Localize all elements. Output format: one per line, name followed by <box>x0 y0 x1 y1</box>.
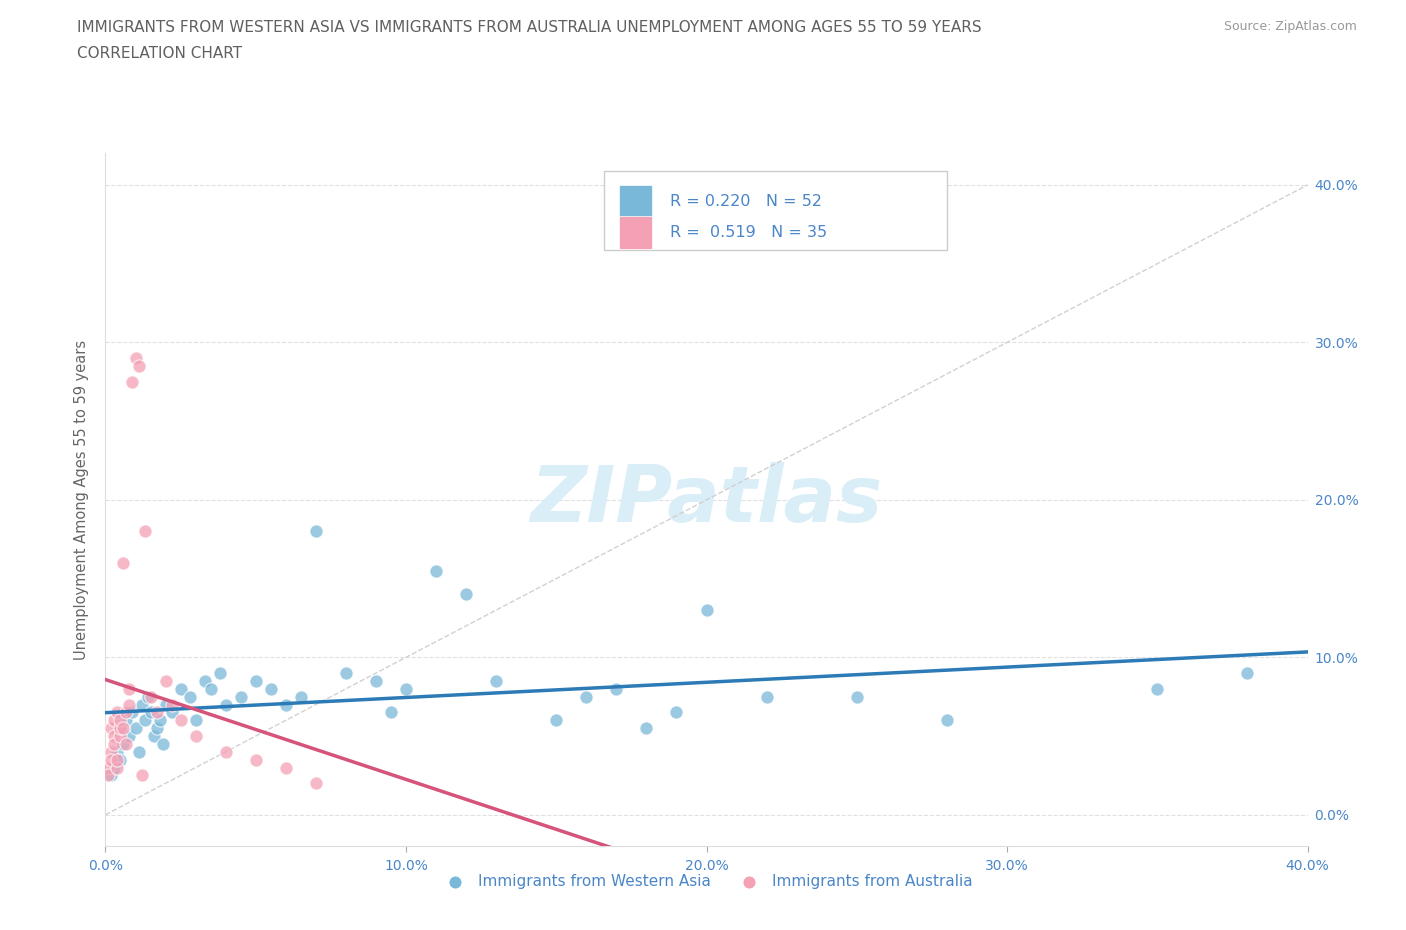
Point <box>425 564 447 578</box>
Point <box>107 752 129 767</box>
Point <box>395 682 418 697</box>
Text: ZIPatlas: ZIPatlas <box>530 462 883 538</box>
Point <box>229 689 252 704</box>
Point <box>145 721 167 736</box>
Point <box>260 682 283 697</box>
Text: R = 0.220   N = 52: R = 0.220 N = 52 <box>671 193 823 208</box>
Point <box>110 752 132 767</box>
Point <box>110 728 132 743</box>
Y-axis label: Unemployment Among Ages 55 to 59 years: Unemployment Among Ages 55 to 59 years <box>75 339 90 660</box>
Point <box>214 698 236 712</box>
Point <box>131 768 153 783</box>
Text: Source: ZipAtlas.com: Source: ZipAtlas.com <box>1223 20 1357 33</box>
Point <box>305 776 328 790</box>
Point <box>124 351 146 365</box>
Point <box>1146 682 1168 697</box>
Point <box>131 698 153 712</box>
Point <box>115 705 138 720</box>
Point <box>134 713 156 728</box>
Point <box>214 744 236 759</box>
Bar <box>619 185 652 218</box>
Point <box>160 698 183 712</box>
Point <box>160 705 183 720</box>
Point <box>200 682 222 697</box>
Point <box>665 705 688 720</box>
Point <box>100 744 122 759</box>
Point <box>546 713 568 728</box>
Point <box>110 713 132 728</box>
Point <box>155 698 177 712</box>
Point <box>112 555 135 570</box>
Point <box>97 768 120 783</box>
Text: CORRELATION CHART: CORRELATION CHART <box>77 46 242 61</box>
Point <box>454 587 477 602</box>
Point <box>755 689 778 704</box>
Point <box>845 689 868 704</box>
Point <box>115 737 138 751</box>
Point <box>305 524 328 538</box>
Point <box>118 728 141 743</box>
Point <box>145 705 167 720</box>
Point <box>245 752 267 767</box>
Point <box>1236 666 1258 681</box>
Point <box>103 737 125 751</box>
Point <box>136 689 159 704</box>
Point <box>169 713 191 728</box>
Point <box>118 698 141 712</box>
Point <box>636 721 658 736</box>
Point <box>121 375 143 390</box>
Point <box>142 728 165 743</box>
Point <box>936 713 959 728</box>
Point <box>134 524 156 538</box>
Text: IMMIGRANTS FROM WESTERN ASIA VS IMMIGRANTS FROM AUSTRALIA UNEMPLOYMENT AMONG AGE: IMMIGRANTS FROM WESTERN ASIA VS IMMIGRAN… <box>77 20 981 35</box>
Point <box>274 760 297 775</box>
Point <box>155 673 177 688</box>
Point <box>696 603 718 618</box>
Point <box>485 673 508 688</box>
Point <box>100 752 122 767</box>
Legend: Immigrants from Western Asia, Immigrants from Australia: Immigrants from Western Asia, Immigrants… <box>434 869 979 896</box>
Point <box>380 705 402 720</box>
Point <box>575 689 598 704</box>
Point <box>124 721 146 736</box>
Point <box>169 682 191 697</box>
Point <box>364 673 387 688</box>
Point <box>112 737 135 751</box>
Point <box>100 768 122 783</box>
Point <box>194 673 217 688</box>
Point <box>118 682 141 697</box>
Point <box>184 728 207 743</box>
Point <box>121 705 143 720</box>
Point <box>605 682 627 697</box>
Point <box>128 359 150 374</box>
Point <box>112 721 135 736</box>
Point <box>245 673 267 688</box>
Point <box>115 713 138 728</box>
Point <box>179 689 201 704</box>
Point <box>103 713 125 728</box>
Point <box>208 666 231 681</box>
Point <box>110 721 132 736</box>
Point <box>110 721 132 736</box>
Point <box>139 705 162 720</box>
Point <box>139 689 162 704</box>
Point <box>290 689 312 704</box>
Point <box>152 737 174 751</box>
Bar <box>619 216 652 249</box>
Bar <box>605 171 948 250</box>
Point <box>335 666 357 681</box>
Point <box>107 705 129 720</box>
Point <box>184 713 207 728</box>
Point <box>97 760 120 775</box>
Point <box>107 744 129 759</box>
Text: R =  0.519   N = 35: R = 0.519 N = 35 <box>671 225 828 240</box>
Point <box>148 713 170 728</box>
Point <box>274 698 297 712</box>
Point <box>107 760 129 775</box>
Point <box>128 744 150 759</box>
Point <box>100 721 122 736</box>
Point <box>103 760 125 775</box>
Point <box>103 728 125 743</box>
